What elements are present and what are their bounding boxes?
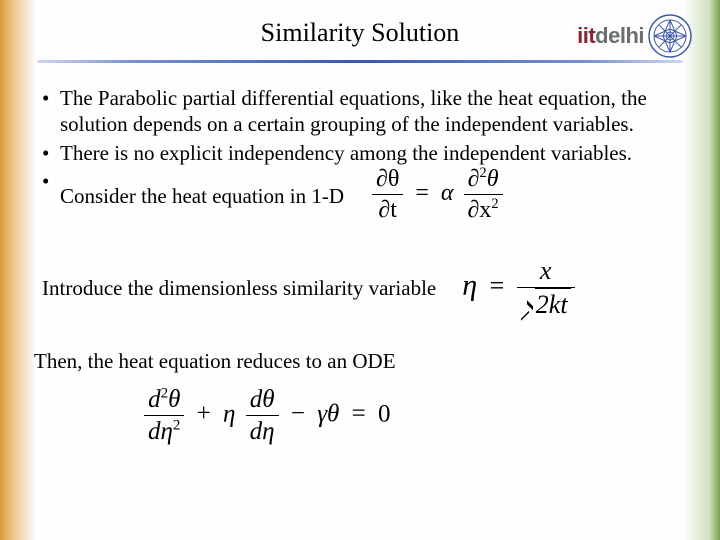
title-rule: [37, 60, 683, 63]
heat-equation: ∂θ ∂t = α ∂2θ ∂x2: [372, 164, 503, 225]
logo-delhi: delhi: [595, 23, 644, 48]
seal-icon: [648, 14, 692, 58]
similarity-equation: η = x 2kt: [462, 255, 574, 322]
ode-row: Then, the heat equation reduces to an OD…: [34, 348, 686, 448]
bullet-2: There is no explicit independency among …: [42, 140, 686, 166]
logo-iit: iit: [577, 23, 595, 48]
brand-logo: iitdelhi: [577, 14, 692, 58]
similarity-row: Introduce the dimensionless similarity v…: [34, 255, 686, 322]
bullet-1: The Parabolic partial differential equat…: [42, 85, 686, 138]
logo-text: iitdelhi: [577, 23, 644, 49]
intro-sim-text: Introduce the dimensionless similarity v…: [42, 275, 436, 301]
bullet-list: The Parabolic partial differential equat…: [34, 85, 686, 225]
slide: iitdelhi Similarity Solution The Parabol…: [0, 0, 720, 540]
bullet-3: Consider the heat equation in 1-D ∂θ ∂t …: [42, 168, 686, 225]
bullet-3-text: Consider the heat equation in 1-D: [60, 183, 344, 209]
ode-equation: d2θ dη2 + η dθ dη − γθ = 0: [144, 384, 390, 448]
slide-content: The Parabolic partial differential equat…: [34, 85, 686, 448]
then-ode-text: Then, the heat equation reduces to an OD…: [34, 348, 686, 374]
